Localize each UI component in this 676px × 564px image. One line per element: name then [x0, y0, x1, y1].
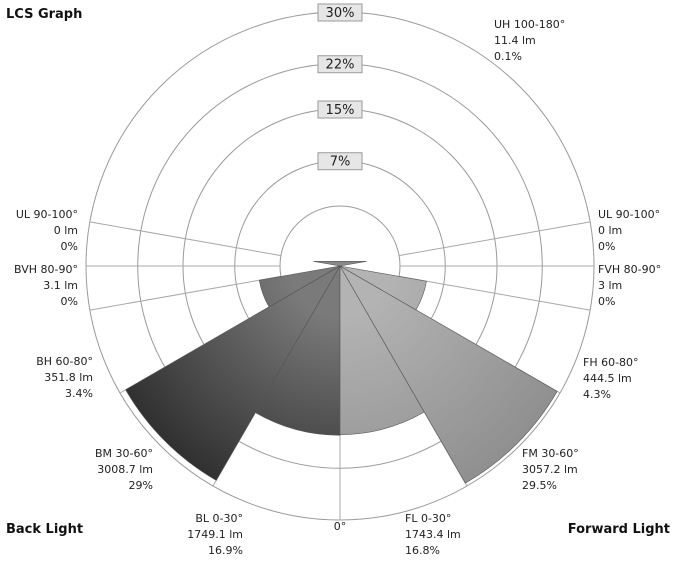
zone-lumens: 0 lm	[54, 224, 78, 237]
svg-text:15%: 15%	[326, 103, 355, 118]
zone-percent: 29%	[129, 479, 153, 492]
zone-label-bm-back: BM 30-60° 3008.7 lm 29%	[95, 447, 153, 492]
zone-lumens: 11.4 lm	[494, 34, 536, 47]
zone-name: FVH 80-90°	[598, 263, 661, 276]
spoke-forward-100	[399, 222, 590, 256]
svg-text:22%: 22%	[326, 58, 355, 73]
zone-name: BM 30-60°	[95, 447, 153, 460]
chart-title: LCS Graph	[6, 7, 82, 22]
ring-label-15: 15%	[318, 101, 362, 118]
zone-label-uh-up: UH 100-180° 11.4 lm 0.1%	[494, 18, 565, 63]
zone-lumens: 3057.2 lm	[522, 463, 578, 476]
zone-name: BVH 80-90°	[14, 263, 78, 276]
zone-label-fl-forward: FL 0-30° 1743.4 lm 16.8%	[405, 512, 461, 557]
forward-light-label: Forward Light	[568, 522, 670, 537]
ring-label-22: 22%	[318, 56, 362, 73]
zone-name: UL 90-100°	[16, 208, 78, 221]
zone-lumens: 351.8 lm	[44, 371, 93, 384]
spoke-forward-80	[399, 276, 590, 310]
zone-percent: 0.1%	[494, 50, 522, 63]
zone-label-bvh-back: BVH 80-90° 3.1 lm 0%	[14, 263, 78, 308]
zone-label-ul-back: UL 90-100° 0 lm 0%	[16, 208, 78, 253]
zone-percent: 0%	[598, 295, 615, 308]
zone-name: UH 100-180°	[494, 18, 565, 31]
zone-percent: 4.3%	[583, 388, 611, 401]
zone-percent: 0%	[61, 295, 78, 308]
zone-label-bl-back: BL 0-30° 1749.1 lm 16.9%	[187, 512, 243, 557]
spoke-back-100	[90, 222, 281, 256]
zone-label-fvh-forward: FVH 80-90° 3 lm 0%	[598, 263, 661, 308]
zone-name: BL 0-30°	[195, 512, 243, 525]
zone-lumens: 3.1 lm	[43, 279, 78, 292]
zone-name: FH 60-80°	[583, 356, 639, 369]
svg-text:30%: 30%	[326, 6, 355, 21]
zone-label-ul-forward: UL 90-100° 0 lm 0%	[598, 208, 660, 253]
zero-degree-label: 0°	[334, 520, 347, 533]
zone-lumens: 444.5 lm	[583, 372, 632, 385]
zone-lumens: 1743.4 lm	[405, 528, 461, 541]
ring-labels: 7% 15% 22% 30%	[318, 4, 362, 170]
zone-percent: 0%	[598, 240, 615, 253]
zone-name: FM 30-60°	[522, 447, 579, 460]
zone-name: BH 60-80°	[36, 355, 93, 368]
zone-percent: 3.4%	[65, 387, 93, 400]
wedge-uh-up	[313, 261, 366, 266]
back-light-label: Back Light	[6, 522, 83, 537]
zone-percent: 0%	[61, 240, 78, 253]
zone-name: UL 90-100°	[598, 208, 660, 221]
zone-percent: 16.8%	[405, 544, 440, 557]
zone-lumens: 3008.7 lm	[97, 463, 153, 476]
ring-label-7: 7%	[318, 153, 362, 170]
zone-label-bh-back: BH 60-80° 351.8 lm 3.4%	[36, 355, 93, 400]
zone-label-fm-forward: FM 30-60° 3057.2 lm 29.5%	[522, 447, 579, 492]
zone-lumens: 3 lm	[598, 279, 622, 292]
zone-name: FL 0-30°	[405, 512, 451, 525]
zone-percent: 29.5%	[522, 479, 557, 492]
zone-label-fh-forward: FH 60-80° 444.5 lm 4.3%	[583, 356, 639, 401]
zone-lumens: 0 lm	[598, 224, 622, 237]
ring-label-30: 30%	[318, 4, 362, 21]
svg-text:7%: 7%	[330, 155, 351, 170]
zone-wedges	[126, 261, 558, 483]
zone-percent: 16.9%	[208, 544, 243, 557]
zone-lumens: 1749.1 lm	[187, 528, 243, 541]
spoke-back-80	[90, 276, 281, 310]
